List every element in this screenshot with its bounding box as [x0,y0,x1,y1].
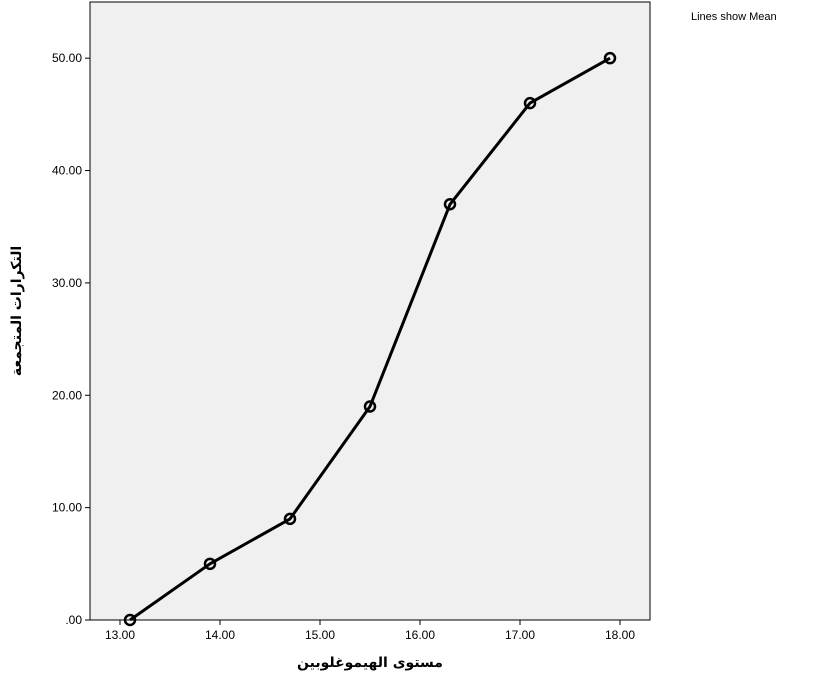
data-point [363,400,377,413]
data-point [283,512,297,526]
y-tick-label: 20.00 [52,388,82,402]
y-tick-label: 10.00 [52,501,82,515]
lines-note: Lines show Mean [691,11,777,23]
x-axis: 13.00 14.00 15.00 16.00 17.00 18.00 [105,620,635,642]
x-tick-label: 13.00 [105,628,135,642]
data-point [123,613,137,627]
x-tick-label: 16.00 [405,628,435,642]
data-point [203,557,217,571]
x-tick-label: 17.00 [505,628,535,642]
y-tick-label: 30.00 [52,276,82,290]
series-line [129,56,611,622]
x-tick-label: 14.00 [205,628,235,642]
x-axis-title: مستوى الهيموغلوبين [297,655,443,671]
y-tick-label: 50.00 [52,51,82,65]
y-tick-label: .00 [65,613,82,627]
x-tick-label: 15.00 [305,628,335,642]
y-axis-title: التكرارات المتجمعة [9,246,25,376]
plot-area [89,1,651,621]
data-point [603,51,617,65]
x-tick-label: 18.00 [605,628,635,642]
y-axis: .00 10.00 20.00 30.00 40.00 50.00 [52,51,90,627]
data-point [443,198,457,211]
y-tick-label: 40.00 [52,164,82,178]
data-markers [123,51,617,627]
data-point [523,96,537,110]
